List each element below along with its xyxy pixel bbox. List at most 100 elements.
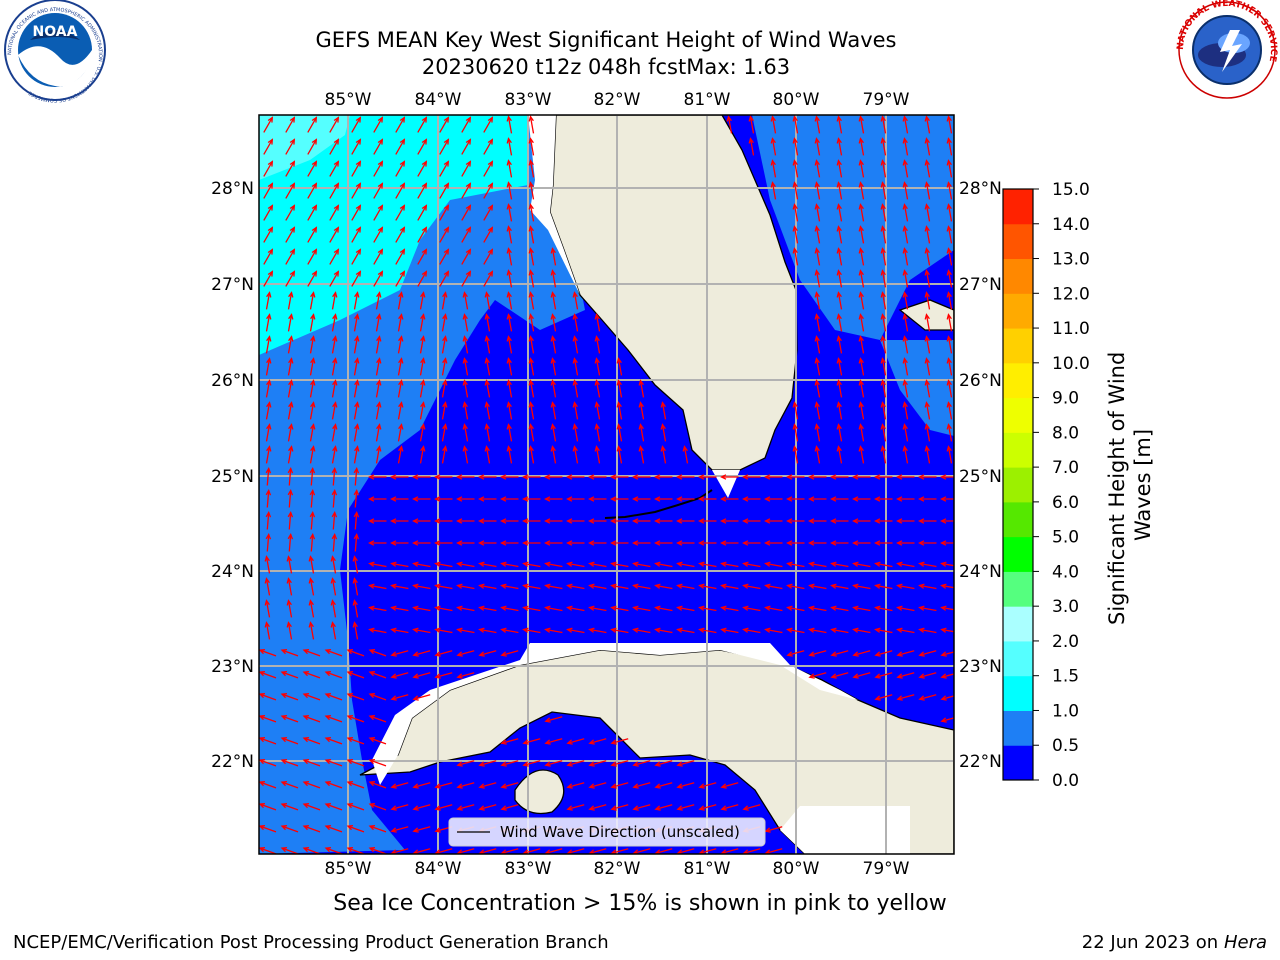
wave-arrow-head: [902, 291, 908, 298]
wave-arrow-shaft: [837, 138, 843, 156]
wave-arrow-head: [610, 518, 617, 524]
wave-arrow-head: [434, 518, 441, 524]
wave-arrow-shaft: [765, 628, 783, 634]
wave-arrow-head: [443, 160, 450, 167]
wave-arrow-head: [610, 605, 617, 611]
wave-arrow-head: [289, 116, 296, 123]
wave-arrow-shaft: [265, 424, 271, 442]
wave-arrow-head: [465, 270, 472, 277]
wave-arrow-shaft: [633, 804, 651, 810]
wave-arrow-shaft: [347, 825, 365, 833]
wave-arrow-shaft: [595, 446, 601, 464]
wave-arrow-head: [368, 692, 376, 699]
wave-arrow-head: [309, 488, 316, 496]
wave-arrow-shaft: [263, 183, 273, 199]
wave-arrow-head: [902, 203, 908, 210]
wave-arrow-head: [786, 583, 793, 589]
wave-arrow-shaft: [331, 292, 337, 310]
wave-arrow-head: [522, 761, 529, 767]
wave-arrow-head: [836, 291, 842, 298]
wave-arrow-shaft: [457, 804, 475, 810]
wave-arrow-shaft: [501, 848, 519, 854]
wave-arrow-head: [924, 115, 930, 122]
wave-arrow-shaft: [485, 446, 491, 464]
wave-arrow-head: [522, 739, 529, 745]
wave-arrow-head: [487, 248, 494, 255]
wave-arrow-head: [330, 577, 336, 584]
wave-arrow-shaft: [413, 782, 431, 788]
wave-arrow-shaft: [369, 715, 387, 723]
wave-arrow-head: [940, 717, 947, 723]
wave-arrow-head: [676, 783, 683, 789]
wave-arrow-shaft: [329, 161, 339, 177]
wave-arrow-head: [354, 379, 360, 386]
colorbar-swatch: [1003, 675, 1033, 711]
wave-arrow-shaft: [573, 292, 579, 310]
wave-arrow-shaft: [281, 715, 299, 723]
wave-arrow-head: [792, 181, 798, 188]
wave-arrow-head: [462, 291, 468, 298]
wave-arrow-head: [654, 605, 661, 611]
wave-arrow-head: [902, 115, 908, 122]
wave-arrow-head: [420, 335, 426, 342]
wave-arrow-head: [814, 137, 820, 144]
wave-arrow-head: [478, 540, 485, 546]
wave-arrow-shaft: [310, 512, 314, 530]
wave-arrow-head: [880, 401, 886, 408]
wave-arrow-shaft: [925, 446, 931, 464]
wave-arrow-shaft: [903, 292, 909, 310]
wave-arrow-shaft: [595, 380, 601, 398]
wave-arrow-head: [443, 138, 450, 145]
wave-arrow-head: [748, 137, 754, 144]
wave-arrow-shaft: [815, 138, 821, 156]
wave-arrow-head: [280, 648, 288, 655]
wave-arrow-shaft: [573, 380, 579, 398]
wave-arrow-shaft: [288, 468, 292, 486]
wave-arrow-head: [874, 474, 881, 480]
wave-arrow-head: [572, 423, 578, 430]
wave-arrow-head: [288, 401, 294, 408]
florida-keys: [604, 489, 713, 519]
wave-arrow-shaft: [265, 402, 271, 420]
wave-arrow-shaft: [595, 336, 601, 354]
wave-arrow-shaft: [545, 562, 563, 568]
wave-arrow-head: [308, 621, 314, 628]
wave-arrow-head: [742, 605, 749, 611]
wave-arrow-head: [333, 160, 340, 167]
wave-arrow-head: [390, 605, 397, 611]
wave-arrow-head: [465, 116, 472, 123]
wave-arrow-shaft: [351, 227, 361, 243]
colorbar-swatch: [1003, 397, 1033, 433]
wave-arrow-shaft: [507, 270, 513, 288]
wave-arrow-shaft: [461, 249, 471, 265]
wave-arrow-shaft: [903, 226, 909, 244]
wave-arrow-head: [354, 291, 360, 298]
wave-arrow-head: [858, 445, 864, 452]
wave-arrow-shaft: [699, 628, 717, 634]
wave-arrow-head: [522, 540, 529, 546]
lat-label: 23°N: [959, 657, 1002, 677]
wave-arrow-head: [442, 379, 448, 386]
wave-arrow-shaft: [441, 446, 447, 464]
wave-arrow-shaft: [463, 424, 469, 442]
wave-arrow-shaft: [265, 314, 271, 332]
wave-arrow-head: [390, 827, 397, 833]
wave-arrow-shaft: [369, 628, 387, 634]
wave-arrow-shaft: [331, 622, 337, 640]
wave-arrow-head: [264, 621, 270, 628]
wave-arrow-shaft: [947, 204, 953, 222]
wave-arrow-head: [830, 561, 837, 567]
wave-arrow-head: [412, 474, 419, 480]
wave-arrow-shaft: [677, 606, 695, 612]
wave-arrow-shaft: [265, 336, 271, 354]
wave-arrow-head: [377, 204, 384, 211]
wave-arrow-shaft: [699, 804, 717, 810]
wave-arrow-head: [924, 269, 930, 276]
wave-arrow-head: [355, 204, 362, 211]
wave-arrow-head: [808, 627, 815, 633]
wave-arrow-shaft: [919, 562, 937, 568]
wave-arrow-head: [390, 673, 397, 679]
wave-arrow-head: [836, 445, 842, 452]
wave-arrow-shaft: [287, 600, 293, 618]
wave-arrow-head: [528, 335, 534, 342]
